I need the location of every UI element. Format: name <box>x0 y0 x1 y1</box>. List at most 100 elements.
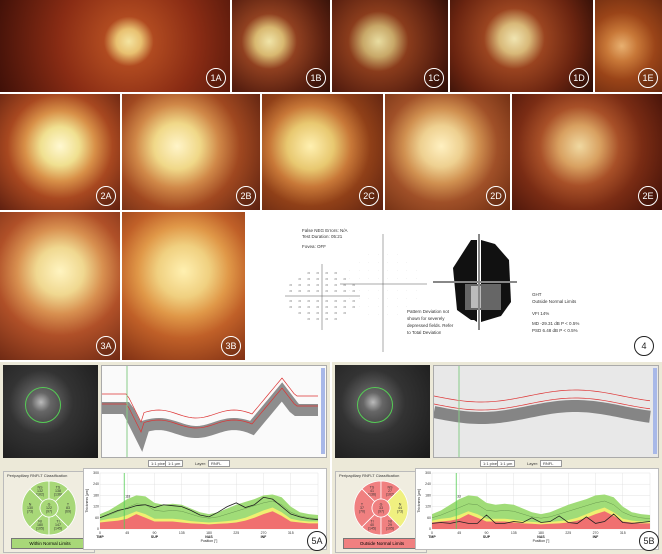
vf-point: <0 <box>307 283 311 287</box>
y-tick-label: 300 <box>93 471 99 475</box>
rnfl-classification-panel: Peripapillary RNFLT Classification NS 132… <box>3 471 95 553</box>
sector-name: NS <box>38 486 44 490</box>
vf-point: · <box>349 277 350 280</box>
pd-note-1: Pattern Deviation not <box>407 309 450 314</box>
vf-point: · <box>387 261 388 264</box>
vf-point: · <box>359 269 360 272</box>
sector-g <box>371 498 391 518</box>
panel-label: 2C <box>359 186 379 206</box>
vf-point: <0 <box>325 289 329 293</box>
x-tick-label: 315 <box>620 531 626 535</box>
vf-point: · <box>416 269 417 272</box>
vf-point: · <box>378 277 379 280</box>
vf-point: <0 <box>343 305 347 309</box>
vf-point: · <box>378 253 379 256</box>
sector-name: TS <box>370 486 375 490</box>
x-tick-label: 225 <box>565 531 571 535</box>
thickness-chart: 0601201802403000459013518022527031536011… <box>85 471 321 543</box>
vf-point: · <box>416 277 417 280</box>
sector-ref: (102) <box>36 493 44 497</box>
bscan-layers <box>102 366 326 457</box>
vf-point: · <box>378 261 379 264</box>
oct-panel-5a: 1:1 pixel 1:1 µm Layer: RNFL Peripapilla… <box>0 362 330 554</box>
y-tick-label: 120 <box>93 505 99 509</box>
vf-point: · <box>378 313 379 316</box>
region-label: NAS <box>205 535 213 539</box>
rnfl-classification-panel: Peripapillary RNFLT Classification TS 41 (… <box>335 471 427 553</box>
vf-point: · <box>397 253 398 256</box>
fundus-photo-1c: 1C <box>332 0 448 92</box>
vf-point: · <box>378 305 379 308</box>
vf-point: <0 <box>316 317 320 321</box>
sector-value: 41 <box>370 489 374 493</box>
sector-ref: (73) <box>397 510 403 514</box>
vf-point: <0 <box>316 283 320 287</box>
sector-ref: (136) <box>54 493 62 497</box>
pd-note-4: to Total Deviation <box>407 330 442 334</box>
vf-point: · <box>397 289 398 292</box>
fundus-photo-2b: 2B <box>122 94 260 210</box>
sector-g <box>39 498 59 518</box>
false-neg-errors: False NEG Errors: N/A <box>302 228 348 233</box>
ght-label: GHT <box>532 292 542 297</box>
vf-point: <0 <box>298 289 302 293</box>
region-label: NAS <box>537 535 545 539</box>
classification-status: Within Normal Limits <box>11 538 89 549</box>
sector-name: T <box>67 503 70 507</box>
vf-point: <0 <box>307 305 311 309</box>
marker-value: 33 <box>457 494 461 498</box>
x-tick-label: 315 <box>288 531 294 535</box>
sector-name: NI <box>38 520 42 524</box>
panel-label: 3A <box>96 336 116 356</box>
vf-point: <0 <box>334 299 338 303</box>
vf-point: · <box>368 269 369 272</box>
sector-value: 29 <box>388 523 392 527</box>
vf-point: <0 <box>334 305 338 309</box>
vf-point: · <box>359 297 360 300</box>
y-axis-label: Thickness [µm] <box>417 489 421 513</box>
y-tick-label: 0 <box>97 527 99 531</box>
sector-ref: (69) <box>65 510 71 514</box>
layer-select[interactable]: RNFL <box>208 460 230 467</box>
vfi-value: VFI 14% <box>532 311 550 316</box>
scale-um-button[interactable]: 1:1 µm <box>497 460 516 467</box>
psd-value: PSD 6.48 dB P < 0.5% <box>532 328 578 333</box>
layer-select[interactable]: RNFL <box>540 460 562 467</box>
vf-point: <0 <box>352 283 356 287</box>
vf-point: <0 <box>334 289 338 293</box>
classification-title: Peripapillary RNFLT Classification <box>339 473 400 478</box>
vf-point: <0 <box>343 283 347 287</box>
fundus-photo-1b: 1B <box>232 0 330 92</box>
y-axis-label: Thickness [µm] <box>85 489 89 513</box>
sector-name: T <box>361 503 364 507</box>
vf-point: · <box>406 297 407 300</box>
scale-um-button[interactable]: 1:1 µm <box>165 460 184 467</box>
vf-point: · <box>349 269 350 272</box>
region-label: INF <box>261 535 268 539</box>
vf-point: · <box>387 305 388 308</box>
vf-point: · <box>359 305 360 308</box>
y-tick-label: 180 <box>93 493 99 497</box>
vf-point: · <box>406 305 407 308</box>
x-tick-label: 135 <box>179 531 185 535</box>
sector-name: NI <box>388 520 392 524</box>
x-tick-label: 270 <box>593 531 599 535</box>
sector-value: 138 <box>55 489 61 493</box>
vf-point: <0 <box>325 305 329 309</box>
scan-circle <box>357 387 393 423</box>
vf-point: <0 <box>325 311 329 315</box>
x-tick-label: 225 <box>233 531 239 535</box>
vf-point: · <box>359 277 360 280</box>
marker-value: 118 <box>125 494 130 498</box>
oct-toolbar: 1:1 pixel 1:1 µm Layer: RNFL <box>332 459 662 469</box>
vf-point: <0 <box>325 271 329 275</box>
vf-point: · <box>387 297 388 300</box>
region-label: SUP <box>151 535 159 539</box>
vf-point: <0 <box>289 283 293 287</box>
vf-point: · <box>397 297 398 300</box>
oct-panel-5b: 1:1 pixel 1:1 µm Layer: RNFL Peripapilla… <box>332 362 662 554</box>
region-label: TMP <box>96 535 104 539</box>
region-label: INF <box>593 535 600 539</box>
vf-point: <0 <box>316 277 320 281</box>
